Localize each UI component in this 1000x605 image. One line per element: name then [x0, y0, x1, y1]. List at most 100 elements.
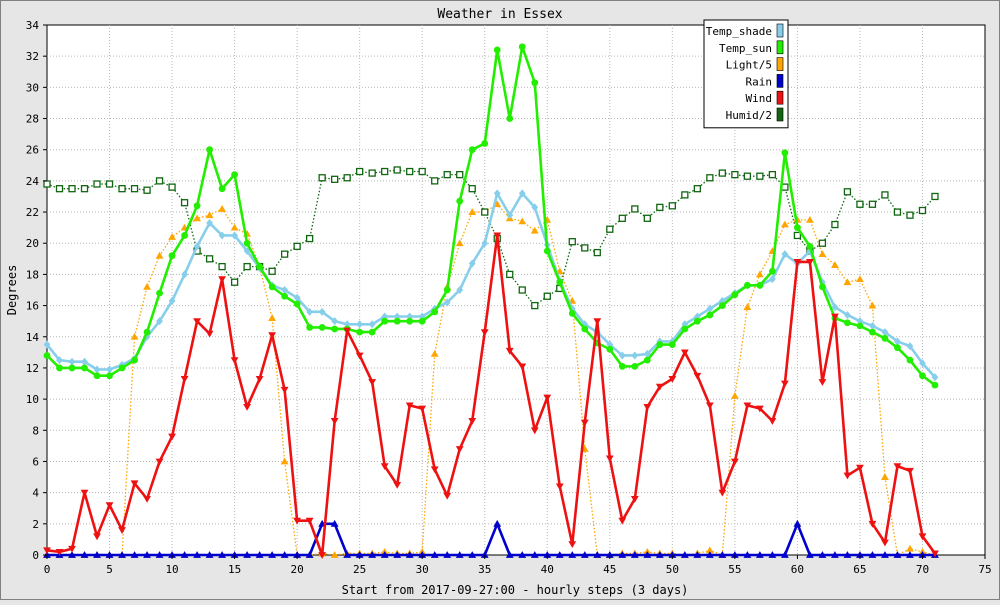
data-point: [255, 551, 264, 558]
data-point: [181, 232, 188, 239]
data-point: [406, 167, 414, 176]
data-point: [906, 356, 914, 364]
data-point: [506, 270, 514, 279]
data-point: [743, 172, 752, 180]
data-point: [468, 418, 477, 425]
data-point: [381, 167, 389, 176]
data-point: [381, 317, 389, 325]
data-point: [806, 242, 814, 250]
data-point: [931, 381, 939, 389]
data-point: [768, 551, 777, 558]
legend-label: Temp_sun: [719, 42, 772, 55]
data-point: [56, 356, 63, 365]
x-tick-label: 0: [44, 563, 51, 576]
series-line: [46, 45, 936, 387]
y-tick-label: 4: [32, 487, 39, 500]
data-point: [681, 325, 689, 333]
data-point: [618, 214, 626, 222]
data-point: [330, 418, 339, 425]
data-point: [331, 325, 339, 333]
series-rain: [43, 519, 939, 558]
data-point: [893, 208, 902, 216]
data-point: [919, 359, 926, 368]
data-point: [418, 551, 427, 558]
x-axis-label: Start from 2017-09-27:00 - hourly steps …: [342, 583, 689, 597]
data-point: [743, 551, 752, 558]
series-line: [47, 203, 936, 556]
data-point: [206, 218, 213, 227]
data-point: [456, 170, 464, 179]
data-point: [481, 208, 489, 216]
data-point: [631, 362, 639, 370]
data-point: [881, 191, 889, 199]
data-point: [743, 402, 752, 410]
data-point: [168, 296, 176, 305]
data-point: [618, 351, 626, 360]
data-point: [43, 180, 51, 188]
data-point: [756, 281, 764, 289]
data-point: [218, 185, 226, 193]
data-point: [655, 551, 664, 558]
data-point: [206, 146, 213, 154]
data-point: [668, 341, 676, 348]
data-point: [580, 419, 589, 427]
data-point: [293, 242, 301, 251]
data-point: [730, 551, 739, 558]
x-tick-label: 70: [916, 563, 929, 576]
data-point: [643, 349, 651, 358]
data-point: [106, 372, 113, 380]
data-point: [643, 356, 651, 364]
data-point: [618, 551, 627, 558]
data-point: [355, 551, 364, 558]
data-point: [168, 252, 176, 260]
data-point: [543, 551, 552, 558]
data-point: [768, 275, 776, 284]
data-point: [768, 267, 776, 275]
data-point: [406, 317, 414, 325]
data-point: [243, 262, 251, 271]
y-tick-label: 0: [32, 549, 39, 562]
data-point: [193, 214, 201, 222]
x-tick-label: 35: [478, 563, 491, 576]
data-point: [193, 202, 201, 210]
data-point: [268, 314, 277, 321]
data-point: [418, 405, 427, 413]
data-point: [493, 189, 501, 198]
y-tick-label: 28: [26, 113, 39, 126]
data-point: [305, 517, 314, 525]
data-point: [180, 375, 189, 383]
data-point: [55, 548, 64, 556]
x-tick-label: 75: [978, 563, 991, 576]
legend-swatch: [776, 57, 784, 71]
series-layer: [43, 43, 939, 559]
data-point: [318, 307, 326, 316]
chart-title: Weather in Essex: [437, 7, 562, 22]
data-point: [856, 200, 864, 208]
data-point: [455, 551, 464, 558]
data-point: [831, 220, 839, 229]
data-point: [918, 206, 927, 215]
data-point: [93, 551, 101, 558]
data-point: [493, 519, 502, 527]
data-point: [593, 318, 602, 326]
data-point: [668, 551, 677, 558]
data-point: [819, 283, 826, 291]
data-point: [181, 270, 188, 279]
data-point: [143, 328, 151, 336]
data-point: [130, 480, 139, 488]
data-point: [205, 551, 214, 558]
data-point: [106, 365, 113, 374]
data-point: [931, 373, 939, 382]
data-point: [856, 275, 864, 282]
legend-swatch: [776, 107, 784, 122]
data-point: [731, 291, 739, 299]
data-point: [881, 539, 889, 547]
data-point: [906, 467, 914, 475]
y-tick-label: 6: [32, 455, 39, 468]
data-point: [130, 551, 139, 558]
data-point: [681, 191, 689, 199]
data-point: [631, 205, 639, 213]
data-point: [93, 372, 101, 380]
data-point: [143, 282, 151, 290]
